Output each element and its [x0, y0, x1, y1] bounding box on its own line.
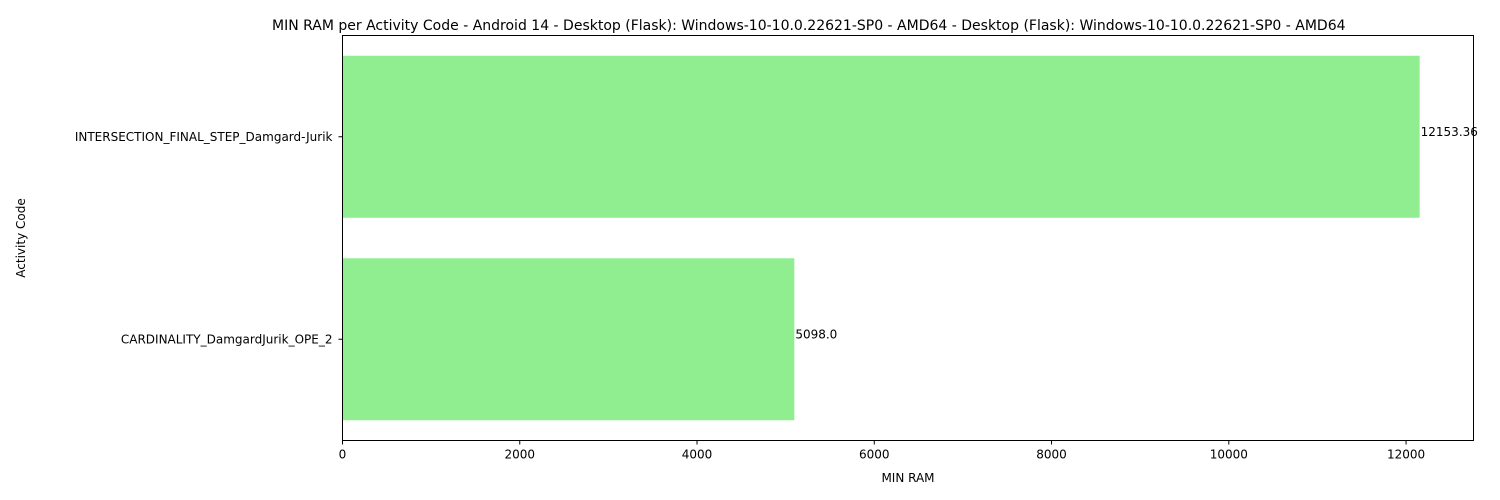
y-tick-label-0: INTERSECTION_FINAL_STEP_Damgard-Jurik	[75, 130, 333, 144]
y-tick-label-1: CARDINALITY_DamgardJurik_OPE_2	[121, 332, 333, 346]
x-axis-label: MIN RAM	[881, 471, 934, 485]
plot-area-frame	[342, 35, 1474, 441]
x-tick-label-6: 12000	[1387, 448, 1425, 462]
x-tick-label-2: 4000	[682, 448, 713, 462]
x-tick-label-3: 6000	[859, 448, 890, 462]
data-label-0: 12153.36	[1421, 125, 1478, 139]
data-label-1: 5098.0	[795, 327, 837, 341]
bar-0	[342, 55, 1420, 218]
y-axis-label: Activity Code	[14, 198, 28, 277]
bars-group	[342, 55, 1420, 421]
x-axis-ticks: 0 2000 4000 6000 8000 10000 12000	[339, 440, 1425, 462]
x-tick-label-5: 10000	[1210, 448, 1248, 462]
y-axis-ticks: INTERSECTION_FINAL_STEP_Damgard-Jurik CAR…	[75, 130, 343, 346]
data-labels-group: 12153.36 5098.0	[795, 125, 1478, 342]
chart-title: MIN RAM per Activity Code - Android 14 -…	[272, 18, 1346, 34]
x-tick-label-0: 0	[339, 448, 347, 462]
x-tick-label-4: 8000	[1036, 448, 1067, 462]
x-tick-label-1: 2000	[504, 448, 535, 462]
bar-1	[342, 258, 795, 421]
